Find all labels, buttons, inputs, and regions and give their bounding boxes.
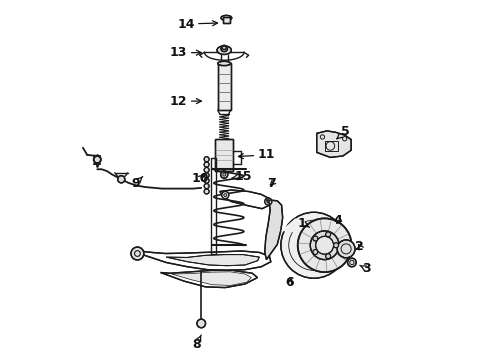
Circle shape [265, 198, 272, 205]
Ellipse shape [218, 61, 231, 66]
Circle shape [204, 184, 209, 189]
Text: 1: 1 [298, 216, 310, 230]
Text: 13: 13 [170, 46, 201, 59]
Polygon shape [136, 251, 271, 270]
Circle shape [94, 156, 101, 163]
Ellipse shape [221, 46, 227, 51]
Ellipse shape [217, 46, 231, 54]
Text: 15: 15 [232, 170, 252, 183]
Bar [218, 63, 231, 110]
Circle shape [334, 243, 339, 248]
Text: 11: 11 [239, 148, 275, 161]
Text: 12: 12 [170, 95, 201, 108]
Circle shape [204, 157, 209, 162]
Circle shape [131, 247, 144, 260]
Polygon shape [265, 200, 283, 260]
Circle shape [298, 219, 351, 272]
Circle shape [316, 236, 334, 254]
Circle shape [313, 249, 318, 255]
Text: 4: 4 [334, 214, 343, 227]
Circle shape [204, 178, 209, 183]
Text: 14: 14 [177, 18, 218, 31]
Ellipse shape [221, 15, 232, 21]
Polygon shape [317, 131, 351, 157]
Circle shape [310, 231, 339, 260]
Bar [218, 63, 231, 110]
Text: 9: 9 [131, 176, 143, 190]
Circle shape [204, 162, 209, 167]
Polygon shape [281, 219, 311, 234]
Circle shape [204, 173, 209, 178]
Circle shape [281, 212, 347, 278]
Polygon shape [161, 270, 258, 288]
Bar [223, 17, 230, 23]
Polygon shape [220, 190, 271, 209]
Circle shape [220, 171, 228, 178]
Text: 7: 7 [268, 177, 276, 190]
Bar [325, 140, 338, 151]
Circle shape [221, 192, 229, 199]
Text: 6: 6 [286, 276, 294, 289]
Polygon shape [166, 255, 259, 266]
Bar [223, 17, 230, 23]
Circle shape [118, 176, 125, 183]
Circle shape [337, 240, 355, 258]
Text: 5: 5 [337, 125, 350, 139]
Circle shape [326, 232, 331, 237]
Circle shape [347, 258, 356, 267]
Polygon shape [172, 272, 251, 285]
Circle shape [204, 167, 209, 172]
Bar [215, 139, 233, 171]
Circle shape [197, 319, 205, 328]
Text: 8: 8 [192, 335, 201, 351]
Text: 3: 3 [360, 262, 371, 275]
Text: 10: 10 [192, 172, 209, 185]
Circle shape [204, 189, 209, 194]
Bar [215, 139, 233, 171]
Text: 2: 2 [355, 240, 364, 253]
Circle shape [326, 254, 331, 259]
Circle shape [313, 236, 318, 241]
